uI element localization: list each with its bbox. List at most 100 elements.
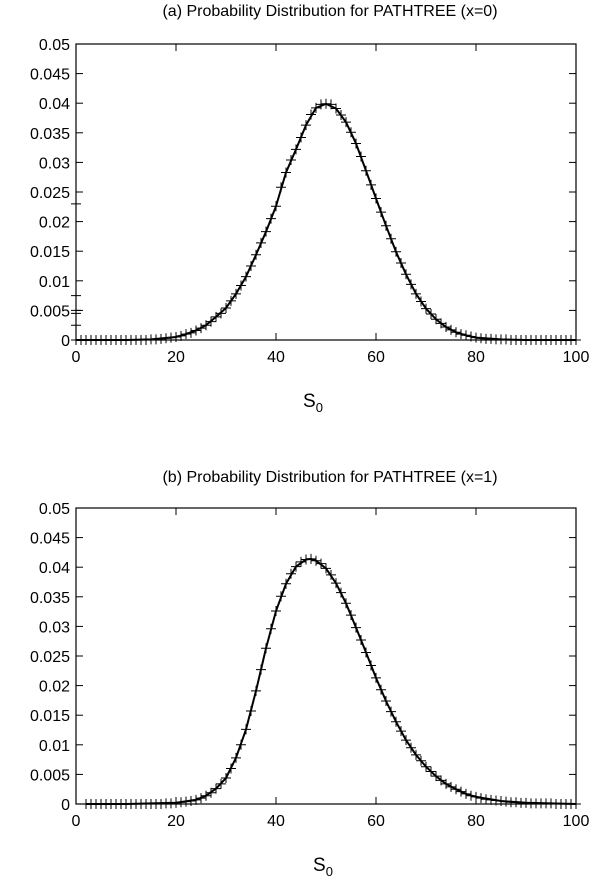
data-point: [396, 258, 406, 269]
chart-title: (b) Probability Distribution for PATHTRE…: [162, 469, 497, 486]
data-point: [181, 329, 191, 340]
y-tick-label: 0.005: [30, 767, 70, 784]
data-point: [501, 796, 511, 807]
y-tick-label: 0.045: [30, 67, 70, 84]
data-point: [406, 742, 416, 753]
data-point: [166, 332, 176, 343]
series-line: [76, 102, 576, 341]
x-tick-label: 40: [267, 813, 285, 830]
y-tick-label: 0.04: [39, 560, 70, 577]
data-point: [386, 706, 396, 717]
data-point: [351, 138, 361, 149]
data-point: [216, 308, 226, 319]
data-point: [266, 213, 276, 224]
data-point: [291, 144, 301, 155]
series-markers: [81, 553, 581, 809]
data-point: [181, 796, 191, 807]
data-point: [571, 799, 581, 809]
data-point: [176, 330, 186, 341]
x-tick-label: 100: [563, 349, 590, 366]
data-point: [386, 233, 396, 244]
data-point: [371, 672, 381, 683]
data-point: [451, 327, 461, 338]
data-point: [321, 563, 331, 574]
data-point: [431, 314, 441, 325]
data-point: [476, 793, 486, 804]
data-point: [416, 296, 426, 307]
data-point: [336, 110, 346, 121]
x-tick-label: 0: [72, 813, 81, 830]
data-point: [326, 99, 336, 110]
data-point: [356, 151, 366, 162]
data-point: [71, 308, 81, 319]
x-tick-label: 80: [467, 813, 485, 830]
data-point: [216, 778, 226, 789]
data-point: [236, 280, 246, 291]
x-axis: 0 20 40 60 80 100: [72, 508, 590, 830]
data-point: [351, 622, 361, 633]
data-point: [301, 554, 311, 565]
data-point: [186, 796, 196, 807]
data-point: [381, 220, 391, 231]
data-point: [226, 763, 236, 774]
data-point: [256, 237, 266, 248]
data-point: [391, 716, 401, 727]
data-point: [186, 327, 196, 338]
data-point: [246, 706, 256, 717]
y-tick-label: 0: [61, 333, 70, 350]
x-tick-label: 100: [563, 813, 590, 830]
data-point: [361, 647, 371, 658]
x-tick-label: 60: [367, 813, 385, 830]
data-point: [246, 261, 256, 271]
series-line: [86, 557, 577, 805]
data-point: [191, 325, 201, 336]
data-point: [461, 330, 471, 341]
data-point: [296, 556, 306, 567]
data-point: [151, 334, 161, 345]
y-tick-label: 0.025: [30, 185, 70, 202]
y-tick-label: 0.035: [30, 590, 70, 607]
data-point: [401, 269, 411, 280]
x-tick-label: 80: [467, 349, 485, 366]
plot-frame: [75, 507, 577, 805]
data-point: [361, 165, 371, 176]
data-point: [206, 787, 216, 798]
y-tick-label: 0.05: [39, 37, 70, 54]
data-point: [306, 553, 316, 564]
data-point: [71, 320, 81, 331]
data-point: [196, 793, 206, 804]
data-point: [431, 771, 441, 782]
data-point: [221, 303, 231, 314]
data-point: [471, 791, 481, 802]
data-point: [261, 226, 271, 237]
data-point: [411, 288, 421, 299]
data-point: [501, 334, 511, 345]
data-point: [206, 316, 216, 327]
data-point: [346, 610, 356, 621]
data-point: [241, 724, 251, 735]
plot-frame: [75, 43, 577, 341]
data-point: [286, 155, 296, 166]
data-point: [346, 127, 356, 138]
data-point: [176, 797, 186, 808]
data-point: [336, 587, 346, 598]
x-axis: 0 20 40 60 80 100: [72, 44, 590, 366]
data-point: [331, 103, 341, 114]
data-point: [341, 117, 351, 128]
data-point: [291, 561, 301, 572]
data-point: [401, 735, 411, 746]
y-tick-label: 0.02: [39, 679, 70, 696]
data-point: [426, 308, 436, 319]
data-point: [261, 643, 271, 654]
data-point: [271, 606, 281, 617]
data-point: [301, 120, 311, 131]
data-point: [571, 335, 581, 345]
data-point: [366, 660, 376, 671]
data-point: [326, 569, 336, 580]
data-point: [156, 333, 166, 344]
data-point: [546, 798, 556, 809]
data-point: [371, 193, 381, 204]
data-point: [416, 755, 426, 766]
data-point: [381, 695, 391, 706]
data-point: [316, 558, 326, 569]
